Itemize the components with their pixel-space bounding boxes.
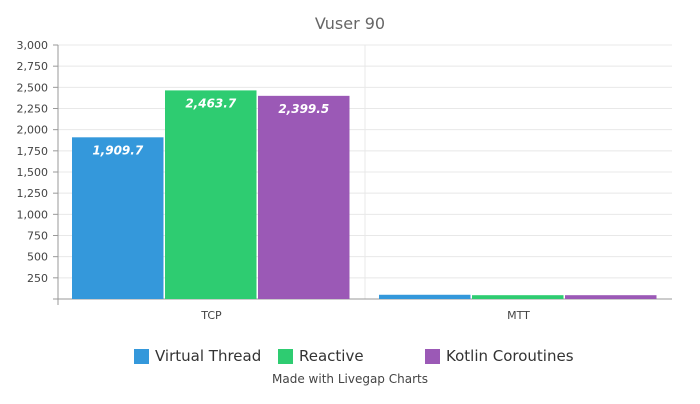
data-labels: 1,909.7 2,463.7 2,399.5: [92, 96, 329, 157]
y-tick-label: 250: [27, 272, 48, 285]
legend-item-reactive[interactable]: Reactive: [278, 344, 364, 368]
legend-swatch-virtual-thread: [134, 348, 149, 364]
legend-label-reactive: Reactive: [299, 347, 364, 365]
legend-label-kotlin-coroutines: Kotlin Coroutines: [446, 347, 574, 365]
chart-title: Vuser 90: [315, 14, 385, 33]
x-axis-ticks: TCP MTT: [200, 309, 530, 322]
legend-label-virtual-thread: Virtual Thread: [155, 347, 262, 365]
bar-reactive-mtt[interactable]: [472, 295, 564, 299]
x-tick-label: TCP: [200, 309, 222, 322]
y-tick-label: 2,500: [17, 81, 49, 94]
legend-item-kotlin-coroutines[interactable]: Kotlin Coroutines: [425, 344, 574, 368]
legend-swatch-reactive: [278, 348, 293, 364]
y-tick-label: 500: [27, 251, 48, 264]
bars: [72, 90, 657, 299]
y-tick-label: 1,250: [17, 187, 49, 200]
bar-virtual-thread-mtt[interactable]: [379, 294, 471, 299]
y-tick-label: 1,500: [17, 166, 49, 179]
bar-kotlin-coroutines-mtt[interactable]: [565, 295, 657, 299]
legend-swatch-kotlin-coroutines: [425, 348, 440, 364]
legend-item-virtual-thread[interactable]: Virtual Thread: [134, 344, 261, 368]
data-label: 2,463.7: [185, 96, 237, 110]
bar-kotlin-coroutines-tcp[interactable]: [258, 95, 350, 299]
y-axis-ticks: 250 500 750 1,000 1,250 1,500 1,750 2,000 2,250 2…: [17, 39, 58, 285]
y-tick-label: 1,750: [17, 145, 49, 158]
y-tick-label: 2,250: [17, 103, 49, 116]
y-tick-label: 1,000: [17, 208, 49, 221]
data-label: 2,399.5: [278, 102, 329, 116]
bar-reactive-tcp[interactable]: [165, 90, 257, 299]
data-label: 1,909.7: [92, 143, 144, 157]
bar-virtual-thread-tcp[interactable]: [72, 137, 164, 299]
legend: Virtual Thread Reactive Kotlin Coroutine…: [0, 344, 700, 368]
x-tick-label: MTT: [507, 309, 530, 322]
y-tick-label: 2,000: [17, 124, 49, 137]
y-tick-label: 3,000: [17, 39, 49, 52]
y-tick-label: 750: [27, 230, 48, 243]
y-tick-label: 2,750: [17, 60, 49, 73]
credit-text[interactable]: Made with Livegap Charts: [272, 372, 428, 386]
